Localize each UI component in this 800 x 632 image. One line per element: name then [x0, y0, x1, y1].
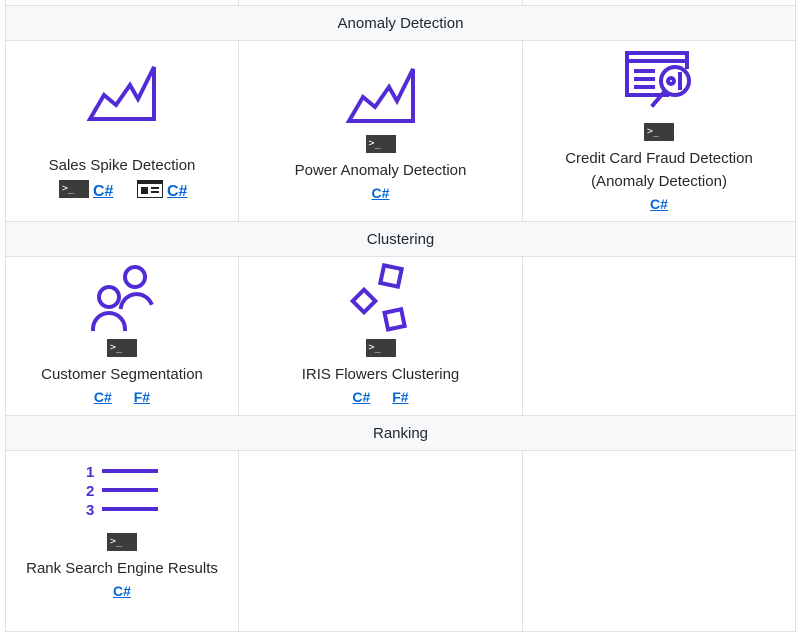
sample-links: C#: [239, 185, 522, 205]
sample-link-fsharp[interactable]: F#: [133, 389, 151, 405]
console-app-icon: >_: [365, 339, 396, 357]
sample-cell-sales-spike: Sales Spike Detection >_ C# C#: [5, 40, 239, 222]
sample-title: Rank Search Engine Results: [26, 560, 218, 577]
sample-links: C# F#: [6, 389, 238, 409]
sample-link-csharp[interactable]: C#: [650, 196, 668, 212]
chart-spike-icon: [86, 66, 156, 121]
console-app-icon: >_: [107, 533, 137, 551]
sample-title-line-2: (Anomaly Detection): [591, 173, 727, 190]
samples-table: Anomaly Detection Sales Spike Detection …: [4, 5, 797, 632]
empty-cell: [521, 256, 797, 416]
sample-link-csharp[interactable]: C#: [93, 389, 112, 405]
sample-title: Power Anomaly Detection: [294, 162, 467, 179]
sample-cell-rank-search: 1 2 3 >_ Rank Search Engine Results C#: [5, 450, 239, 632]
svg-text:1: 1: [86, 464, 94, 481]
people-icon: [90, 265, 154, 332]
sample-cell-credit-card-fraud: >_ Credit Card Fraud Detection (Anomaly …: [521, 40, 797, 222]
sample-links: C#: [523, 196, 795, 216]
empty-cell: [238, 450, 523, 632]
svg-text:2: 2: [86, 483, 94, 500]
table-top-stub: [5, 0, 796, 5]
sample-title: IRIS Flowers Clustering: [301, 366, 460, 383]
sample-title: Sales Spike Detection: [48, 157, 196, 174]
sample-links: C# F#: [239, 389, 522, 409]
numbered-list-icon: 1 2 3: [86, 464, 158, 519]
console-app-icon: >_: [59, 180, 89, 198]
sample-cell-power-anomaly: >_ Power Anomaly Detection C#: [238, 40, 523, 222]
sample-links: C#: [6, 583, 238, 603]
console-app-icon: >_: [107, 339, 137, 357]
sample-link-csharp-web[interactable]: C#: [167, 183, 188, 200]
sample-link-csharp[interactable]: C#: [113, 583, 131, 599]
sample-link-csharp-console[interactable]: C#: [93, 183, 114, 200]
console-app-icon: >_: [365, 135, 396, 153]
svg-text:3: 3: [86, 502, 94, 519]
sample-link-csharp[interactable]: C#: [352, 389, 371, 405]
chart-spike-icon: [345, 68, 415, 123]
sample-cell-customer-segmentation: >_ Customer Segmentation C# F#: [5, 256, 239, 416]
web-app-icon: [137, 180, 163, 198]
sample-cell-iris-clustering: >_ IRIS Flowers Clustering C# F#: [238, 256, 523, 416]
sample-title-line-1: Credit Card Fraud Detection: [565, 150, 753, 167]
section-header-ranking: Ranking: [4, 415, 797, 451]
console-app-icon: >_: [644, 123, 674, 141]
section-header-clustering: Clustering: [4, 221, 797, 257]
empty-cell: [521, 450, 797, 632]
scattered-squares-icon: [349, 263, 407, 332]
sample-link-csharp[interactable]: C#: [371, 185, 390, 201]
magnifier-document-icon: [625, 51, 691, 108]
section-header-anomaly-detection: Anomaly Detection: [4, 5, 797, 41]
sample-title: Customer Segmentation: [41, 366, 203, 383]
sample-link-fsharp[interactable]: F#: [392, 389, 409, 405]
